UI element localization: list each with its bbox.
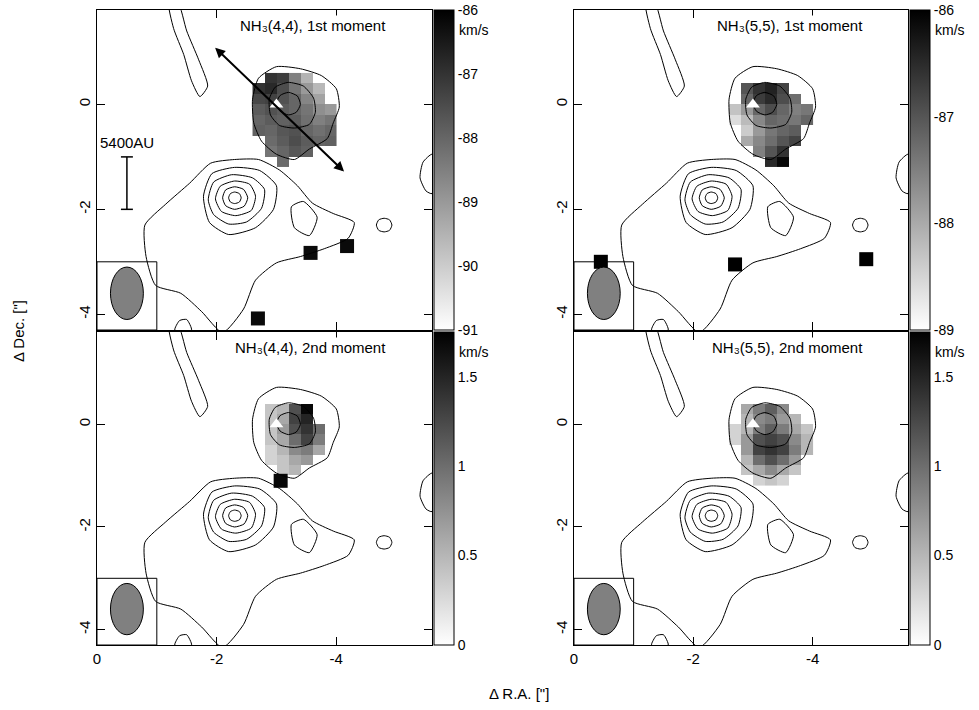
- svg-text:-2: -2: [76, 518, 93, 531]
- svg-text:1: 1: [458, 458, 466, 474]
- svg-text:1.5: 1.5: [458, 369, 478, 385]
- svg-text:-86: -86: [458, 2, 478, 18]
- svg-text:-4: -4: [553, 305, 570, 318]
- svg-text:5400AU: 5400AU: [100, 134, 154, 151]
- svg-text:0: 0: [570, 650, 578, 667]
- svg-text:-2: -2: [210, 650, 223, 667]
- svg-text:-2: -2: [687, 650, 700, 667]
- svg-text:-90: -90: [458, 258, 478, 274]
- svg-text:0: 0: [934, 637, 942, 653]
- svg-text:-88: -88: [934, 215, 954, 231]
- svg-text:0: 0: [93, 650, 101, 667]
- svg-text:NH₃(4,4), 1st moment: NH₃(4,4), 1st moment: [240, 17, 386, 34]
- svg-text:-4: -4: [553, 621, 570, 634]
- svg-text:1.5: 1.5: [934, 369, 954, 385]
- svg-text:-91: -91: [458, 322, 478, 338]
- svg-text:NH₃(5,5), 2nd moment: NH₃(5,5), 2nd moment: [712, 339, 863, 356]
- svg-text:-86: -86: [934, 2, 954, 18]
- svg-text:0.5: 0.5: [458, 547, 478, 563]
- svg-text:NH₃(4,4), 2nd moment: NH₃(4,4), 2nd moment: [235, 339, 386, 356]
- svg-text:0.5: 0.5: [934, 547, 954, 563]
- svg-text:-4: -4: [330, 650, 343, 667]
- svg-text:-4: -4: [806, 650, 819, 667]
- svg-text:Δ Dec. ["]: Δ Dec. ["]: [10, 300, 27, 362]
- svg-text:-2: -2: [553, 200, 570, 213]
- svg-text:-88: -88: [458, 130, 478, 146]
- svg-text:-2: -2: [76, 200, 93, 213]
- svg-text:-4: -4: [76, 621, 93, 634]
- svg-text:-89: -89: [934, 322, 954, 338]
- svg-text:km/s: km/s: [935, 22, 965, 38]
- svg-text:-2: -2: [553, 518, 570, 531]
- svg-text:0: 0: [553, 418, 570, 426]
- svg-text:0: 0: [458, 637, 466, 653]
- svg-text:0: 0: [553, 98, 570, 106]
- svg-text:km/s: km/s: [459, 22, 489, 38]
- svg-text:km/s: km/s: [935, 344, 965, 360]
- svg-text:0: 0: [76, 98, 93, 106]
- svg-text:-87: -87: [934, 109, 954, 125]
- svg-text:-89: -89: [458, 194, 478, 210]
- svg-text:NH₃(5,5), 1st moment: NH₃(5,5), 1st moment: [717, 17, 863, 34]
- svg-text:-87: -87: [458, 66, 478, 82]
- svg-text:-4: -4: [76, 305, 93, 318]
- svg-text:0: 0: [76, 418, 93, 426]
- svg-text:1: 1: [934, 458, 942, 474]
- svg-text:km/s: km/s: [459, 344, 489, 360]
- svg-text:Δ R.A. ["]: Δ R.A. ["]: [489, 685, 549, 702]
